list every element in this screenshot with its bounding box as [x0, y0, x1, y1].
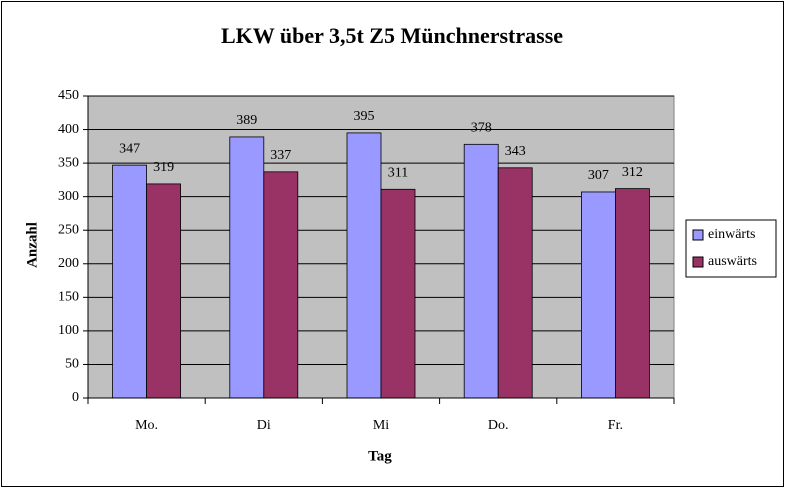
- y-tick-label: 400: [58, 122, 79, 137]
- data-label: 343: [505, 144, 526, 159]
- bar: [615, 188, 650, 399]
- data-label: 307: [588, 168, 609, 183]
- bar: [463, 143, 499, 399]
- y-tick-label: 350: [58, 155, 79, 170]
- legend-swatch: [692, 229, 704, 241]
- x-tick-label: Do.: [488, 418, 509, 433]
- x-axis-label: Tag: [368, 448, 392, 464]
- bar: [346, 132, 382, 399]
- y-tick-label: 200: [58, 256, 79, 271]
- x-tick-label: Fr.: [608, 418, 623, 433]
- data-label: 311: [388, 166, 408, 181]
- data-label: 312: [622, 165, 643, 180]
- y-tick-label: 0: [72, 390, 79, 405]
- data-label: 378: [471, 121, 492, 136]
- y-tick-label: 250: [58, 222, 79, 237]
- bar: [112, 164, 147, 399]
- data-label: 319: [153, 160, 174, 175]
- data-label: 395: [354, 109, 375, 124]
- y-tick-label: 150: [58, 290, 79, 305]
- y-tick-label: 300: [58, 189, 79, 204]
- x-tick-label: Mo.: [135, 418, 158, 433]
- data-label: 337: [270, 148, 291, 163]
- y-tick-label: 450: [58, 88, 79, 103]
- legend-swatch: [692, 256, 704, 268]
- y-tick-label: 100: [58, 323, 79, 338]
- bar: [497, 167, 533, 399]
- bar: [263, 171, 299, 399]
- legend-label: einwärts: [708, 227, 755, 242]
- y-axis-label: Anzahl: [24, 222, 40, 268]
- y-tick-label: 50: [65, 357, 79, 372]
- bar: [581, 191, 616, 399]
- bar: [229, 136, 265, 399]
- legend-label: auswärts: [708, 254, 757, 269]
- x-tick-label: Mi: [373, 418, 389, 433]
- data-label: 389: [236, 113, 257, 128]
- data-label: 347: [119, 141, 140, 156]
- chart-title: LKW über 3,5t Z5 Münchnerstrasse: [221, 23, 563, 48]
- bar: [380, 188, 416, 399]
- x-tick-label: Di: [257, 418, 271, 433]
- bar: [146, 183, 182, 399]
